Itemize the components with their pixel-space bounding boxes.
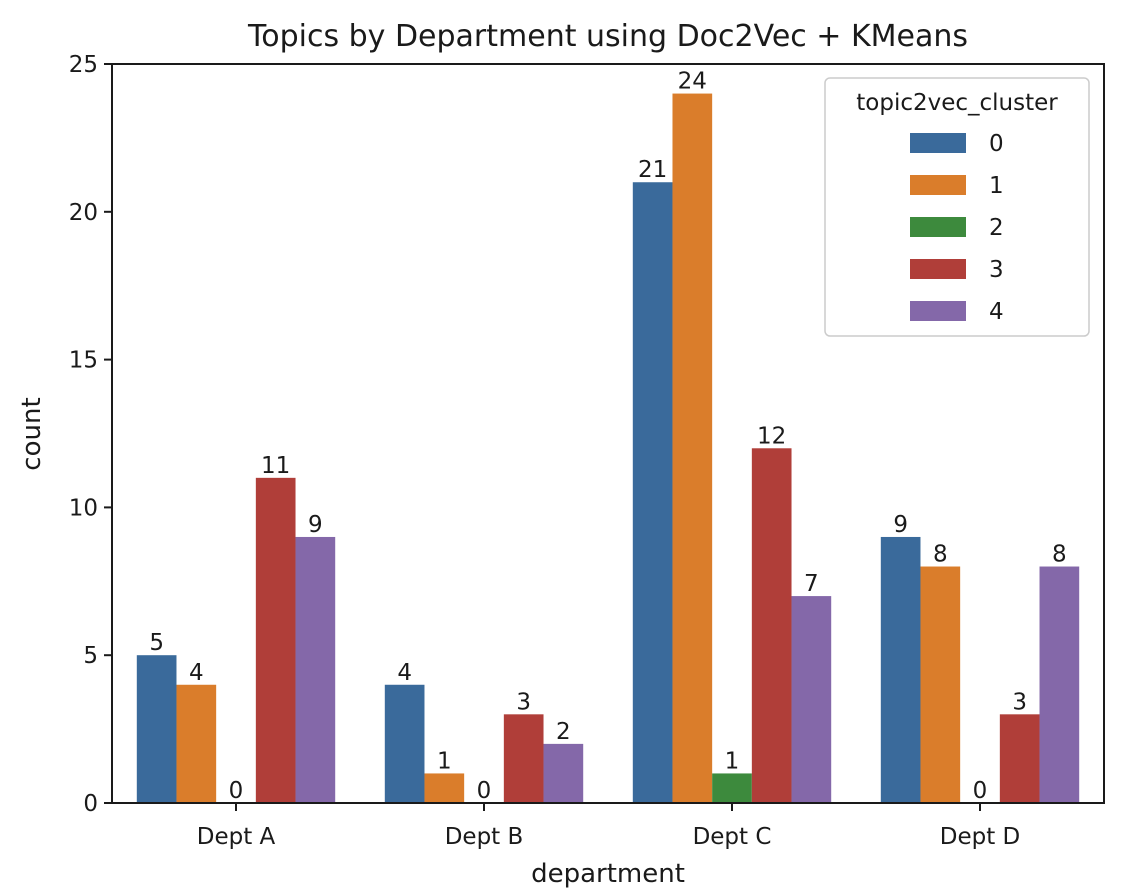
legend-label-3: 3 bbox=[989, 257, 1004, 283]
bar-dept-d-cluster-3 bbox=[999, 714, 1040, 803]
legend-swatch-2 bbox=[910, 217, 966, 237]
bar-dept-d-cluster-0 bbox=[880, 536, 921, 803]
bar-label: 4 bbox=[189, 660, 204, 686]
bar-dept-d-cluster-4 bbox=[1039, 566, 1080, 803]
x-tick-label: Dept A bbox=[197, 824, 276, 850]
bar-label: 3 bbox=[516, 689, 531, 715]
bar-label: 8 bbox=[933, 542, 948, 568]
bar-dept-b-cluster-3 bbox=[503, 714, 544, 803]
legend-label-4: 4 bbox=[989, 299, 1004, 325]
bar-label: 1 bbox=[437, 748, 452, 774]
plot-frame bbox=[111, 63, 1105, 804]
bar-label: 2 bbox=[556, 719, 571, 745]
legend-swatch-1 bbox=[910, 175, 966, 195]
bar-dept-b-cluster-4 bbox=[543, 743, 584, 803]
y-tick-label: 0 bbox=[83, 791, 98, 817]
bar-label: 11 bbox=[261, 453, 290, 479]
bar-label: 0 bbox=[477, 778, 492, 804]
bar-dept-c-cluster-3 bbox=[751, 448, 792, 803]
bar-dept-c-cluster-1 bbox=[672, 93, 713, 803]
legend-items: 0 1 2 3 4 bbox=[910, 131, 1004, 325]
legend-swatch-4 bbox=[910, 301, 966, 321]
bar-dept-c-cluster-4 bbox=[791, 596, 832, 803]
legend-title: topic2vec_cluster bbox=[856, 90, 1058, 116]
bar-dept-c-cluster-2 bbox=[712, 773, 752, 803]
y-axis-label: count bbox=[17, 397, 47, 470]
legend-swatch-0 bbox=[910, 133, 966, 153]
chart-title: Topics by Department using Doc2Vec + KMe… bbox=[247, 19, 968, 54]
bar-dept-a-cluster-1 bbox=[176, 684, 217, 803]
y-tick-label: 25 bbox=[69, 52, 98, 78]
bar-label: 9 bbox=[893, 512, 908, 538]
bar-label: 8 bbox=[1052, 542, 1067, 568]
bar-label: 9 bbox=[308, 512, 323, 538]
bar-label: 4 bbox=[397, 660, 412, 686]
bar-dept-a-cluster-4 bbox=[295, 536, 336, 803]
legend-label-2: 2 bbox=[989, 215, 1004, 241]
bar-label: 5 bbox=[149, 630, 164, 656]
bar-label: 1 bbox=[725, 748, 740, 774]
x-tick-label: Dept C bbox=[693, 824, 772, 850]
x-axis-label: department bbox=[531, 859, 685, 889]
legend-label-1: 1 bbox=[989, 173, 1004, 199]
legend-box bbox=[824, 77, 1090, 337]
y-tick-label: 20 bbox=[69, 200, 98, 226]
y-tick-label: 10 bbox=[69, 495, 98, 521]
y-tick-label: 5 bbox=[83, 643, 98, 669]
bar-label: 21 bbox=[638, 157, 667, 183]
bar-dept-b-cluster-1 bbox=[424, 773, 465, 803]
x-axis: Dept A Dept B Dept C Dept D bbox=[197, 803, 1021, 850]
bar-label: 3 bbox=[1012, 689, 1027, 715]
bar-label: 0 bbox=[973, 778, 988, 804]
legend: topic2vec_cluster 0 1 2 3 4 bbox=[824, 77, 1090, 337]
x-tick-label: Dept D bbox=[940, 824, 1021, 850]
bar-label: 24 bbox=[678, 69, 707, 95]
y-tick-label: 15 bbox=[69, 348, 98, 374]
bar-dept-a-cluster-0 bbox=[136, 655, 177, 803]
bar-dept-d-cluster-1 bbox=[920, 566, 961, 803]
bar-dept-b-cluster-0 bbox=[384, 684, 425, 803]
legend-label-0: 0 bbox=[989, 131, 1004, 157]
bars bbox=[136, 93, 1080, 804]
bar-label: 7 bbox=[804, 571, 819, 597]
x-tick-label: Dept B bbox=[445, 824, 524, 850]
y-axis: 0 5 10 15 20 25 bbox=[69, 52, 112, 817]
legend-swatch-3 bbox=[910, 259, 966, 279]
bar-label: 12 bbox=[757, 423, 786, 449]
bar-label: 0 bbox=[229, 778, 244, 804]
bar-dept-a-cluster-3 bbox=[255, 477, 296, 803]
bar-dept-c-cluster-0 bbox=[632, 182, 673, 804]
